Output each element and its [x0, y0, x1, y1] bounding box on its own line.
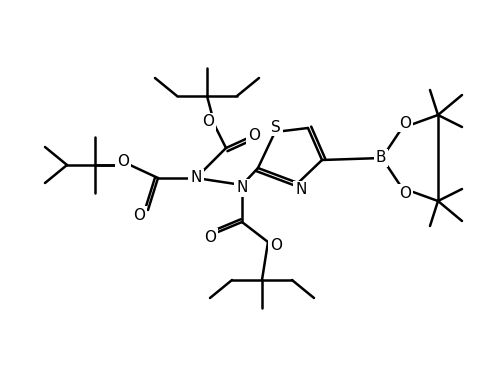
Text: O: O — [133, 208, 145, 223]
Text: O: O — [202, 115, 214, 130]
Text: N: N — [296, 183, 306, 198]
Text: O: O — [399, 116, 411, 131]
Text: S: S — [271, 120, 281, 134]
Text: N: N — [190, 171, 202, 186]
Text: O: O — [399, 186, 411, 201]
Text: B: B — [376, 150, 386, 165]
Text: O: O — [248, 127, 260, 142]
Text: O: O — [117, 153, 129, 168]
Text: O: O — [204, 229, 216, 244]
Text: N: N — [236, 180, 248, 195]
Text: O: O — [270, 239, 282, 254]
